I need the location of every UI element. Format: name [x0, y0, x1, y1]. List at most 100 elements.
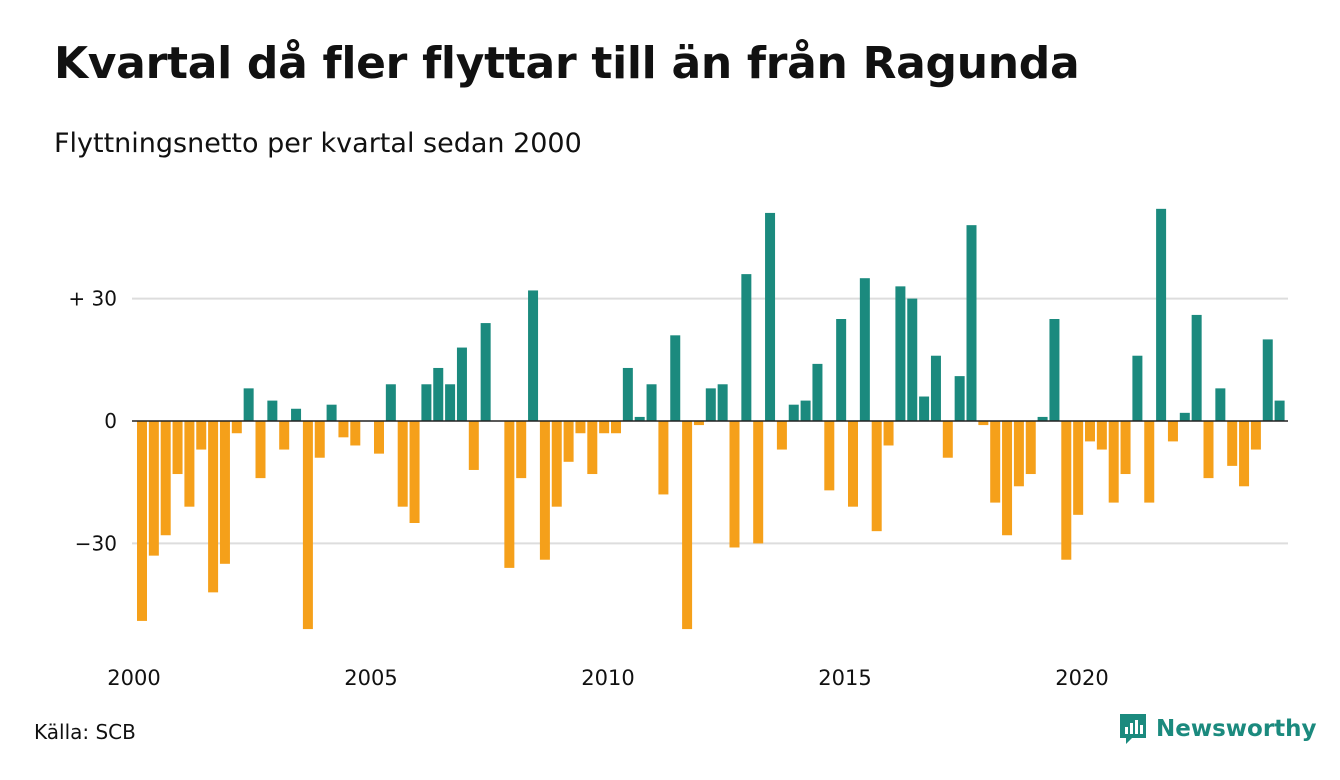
bar — [433, 367, 444, 421]
bar — [528, 290, 539, 421]
bar — [883, 421, 894, 446]
bar — [1025, 421, 1036, 475]
bar — [670, 335, 681, 421]
bar — [1096, 421, 1107, 450]
bar — [575, 421, 586, 434]
bar — [788, 404, 799, 421]
bar — [1191, 314, 1202, 421]
bar — [1215, 388, 1226, 421]
bar — [717, 384, 728, 421]
bar — [658, 421, 669, 495]
bar — [1274, 400, 1285, 421]
bar — [800, 400, 811, 421]
bar — [504, 421, 515, 568]
x-tick-label: 2005 — [344, 666, 397, 690]
bar — [456, 347, 467, 421]
bar — [219, 421, 230, 564]
bar — [1073, 421, 1084, 515]
bar — [350, 421, 361, 446]
bar — [1120, 421, 1131, 475]
bar — [148, 421, 159, 556]
bar — [302, 421, 313, 630]
y-tick-label: + 30 — [68, 287, 117, 311]
bar — [966, 225, 977, 421]
bar — [693, 421, 704, 426]
bar — [231, 421, 242, 434]
bar — [1156, 208, 1167, 421]
bar — [824, 421, 835, 491]
bar — [895, 286, 906, 421]
bar — [1179, 412, 1190, 421]
bar — [836, 319, 847, 421]
bar — [445, 384, 456, 421]
bar — [1227, 421, 1238, 466]
bar — [1167, 421, 1178, 442]
source-note: Källa: SCB — [34, 720, 136, 744]
bar — [1132, 355, 1143, 421]
bar — [907, 298, 918, 421]
bar — [196, 421, 207, 450]
bar — [551, 421, 562, 507]
brand-name: Newsworthy — [1156, 716, 1317, 742]
bar — [729, 421, 740, 548]
bar — [480, 323, 491, 421]
bar — [291, 408, 302, 421]
bar — [1049, 319, 1060, 421]
bar — [385, 384, 396, 421]
bar — [397, 421, 408, 507]
bar — [1250, 421, 1261, 450]
bar — [279, 421, 290, 450]
bar — [374, 421, 384, 454]
x-tick-label: 2010 — [581, 666, 634, 690]
y-tick-label: −30 — [75, 531, 117, 555]
x-tick-label: 2015 — [818, 666, 871, 690]
bar — [1108, 421, 1119, 503]
bar — [1002, 421, 1013, 536]
bar — [563, 421, 574, 462]
bar — [1203, 421, 1214, 479]
bar — [1085, 421, 1095, 442]
bar — [1262, 339, 1273, 421]
bar — [871, 421, 882, 532]
bar — [243, 388, 254, 421]
bar — [611, 421, 621, 434]
bar — [634, 416, 645, 421]
bar — [1144, 421, 1155, 503]
bar-chart: + 30 0 −30 2000 2005 2010 2015 2020 — [68, 208, 1288, 690]
bar — [705, 388, 716, 421]
x-axis-ticks: 2000 2005 2010 2015 2020 — [107, 666, 1108, 690]
bar — [954, 376, 965, 421]
bar — [622, 367, 633, 421]
bar — [1013, 421, 1024, 487]
bar — [409, 421, 420, 523]
bar — [682, 421, 693, 630]
bar — [1037, 416, 1048, 421]
bar — [184, 421, 195, 507]
bar — [753, 421, 764, 544]
chart-subtitle: Flyttningsnetto per kvartal sedan 2000 — [54, 128, 582, 159]
bar — [326, 404, 337, 421]
bar — [314, 421, 325, 458]
bars — [137, 208, 1285, 630]
bar — [990, 421, 1001, 503]
bar — [978, 421, 989, 426]
bar — [137, 421, 147, 621]
bar — [859, 278, 870, 421]
bar — [160, 421, 171, 536]
bar — [338, 421, 349, 438]
chart-title: Kvartal då fler flyttar till än från Rag… — [54, 38, 1080, 89]
grid-lines — [132, 297, 1288, 545]
bar — [848, 421, 858, 507]
bar — [942, 421, 953, 458]
bar — [812, 363, 823, 421]
bar — [599, 421, 610, 434]
bar — [255, 421, 266, 479]
newsworthy-logo-icon — [1120, 714, 1146, 744]
bar — [587, 421, 598, 475]
bar — [765, 212, 776, 421]
bar — [267, 400, 278, 421]
x-tick-label: 2020 — [1055, 666, 1108, 690]
bar — [208, 421, 219, 593]
bar — [172, 421, 183, 475]
y-tick-label: 0 — [104, 409, 117, 433]
